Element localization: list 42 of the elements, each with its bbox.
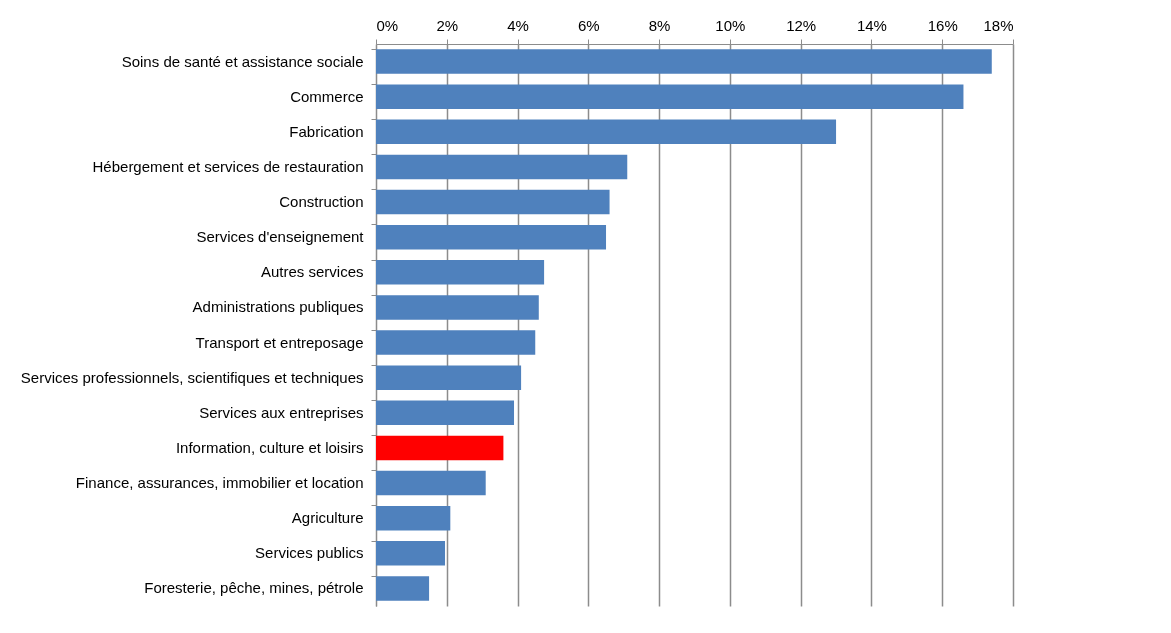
bar [376, 435, 504, 461]
y-tick-label: Information, culture et loisirs [175, 438, 364, 456]
y-tick-label: Soins de santé et assistance sociale [121, 52, 364, 70]
y-tick-label: Construction [279, 193, 364, 211]
bar [376, 119, 837, 145]
x-tick-label: 2% [436, 16, 459, 34]
bar [376, 49, 992, 74]
bar [376, 541, 446, 566]
x-tick-label: 6% [577, 16, 600, 34]
y-tick-label: Autres services [260, 263, 364, 281]
y-tick-label: Commerce [290, 87, 364, 105]
x-tick-label: 18% [983, 16, 1014, 34]
x-tick-label: 16% [927, 16, 958, 34]
y-tick-label: Fabrication [289, 122, 364, 140]
y-tick-label: Agriculture [291, 509, 364, 527]
y-tick-label: Services d'enseignement [196, 228, 365, 246]
bar [376, 84, 964, 109]
bar [376, 470, 486, 496]
y-tick-label: Finance, assurances, immobilier et location [75, 474, 364, 492]
x-tick-label: 8% [648, 16, 671, 34]
y-tick-label: Services aux entreprises [199, 403, 364, 421]
x-tick-label: 0% [376, 16, 399, 34]
y-tick-label: Hébergement et services de restauration [92, 157, 364, 175]
bar [376, 576, 430, 601]
bar [376, 295, 539, 320]
y-tick-label: Administrations publiques [192, 298, 364, 316]
y-tick-label: Services professionnels, scientifiques et techniques [20, 368, 364, 386]
x-tick-label: 14% [856, 16, 887, 34]
bar [376, 154, 628, 180]
bar [376, 189, 610, 215]
bar [376, 400, 515, 426]
bar [376, 330, 536, 355]
x-tick-label: 10% [715, 16, 746, 34]
x-tick-label: 4% [507, 16, 529, 34]
bar [376, 224, 607, 250]
y-tick-label: Foresterie, pêche, mines, pétrole [144, 579, 364, 597]
y-tick-label: Transport et entreposage [195, 333, 364, 351]
y-tick-label: Services publics [255, 544, 364, 562]
x-tick-label: 12% [786, 16, 817, 34]
bar [376, 260, 545, 285]
bar [376, 365, 522, 390]
bar [376, 505, 451, 531]
